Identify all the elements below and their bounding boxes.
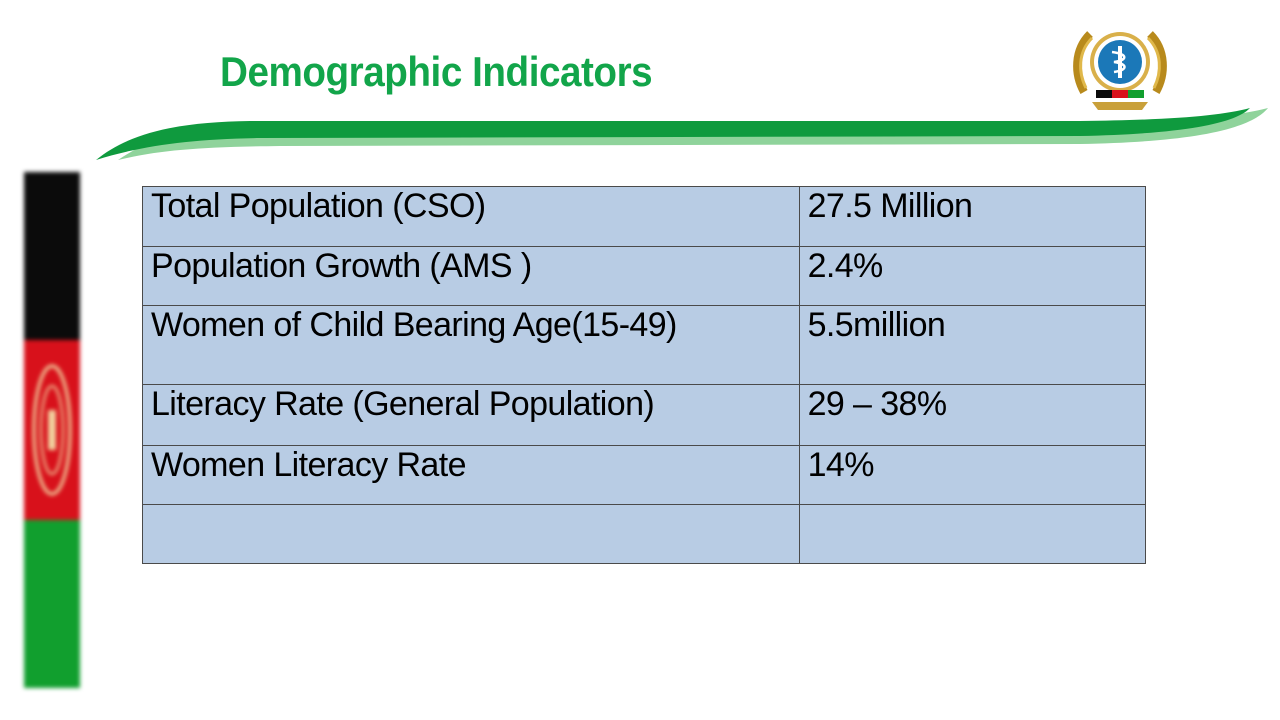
table-row: Women of Child Bearing Age(15-49) 5.5mil… <box>142 305 1147 385</box>
table-row: Literacy Rate (General Population) 29 – … <box>142 384 1147 446</box>
indicator-value: 29 – 38% <box>798 384 1147 446</box>
flag-red-band <box>24 340 80 520</box>
indicator-value <box>798 504 1147 564</box>
table-row <box>142 504 1147 564</box>
flag-black-band <box>24 172 80 340</box>
swoosh-dark-band <box>96 108 1250 160</box>
title-swoosh <box>96 108 1268 160</box>
demographic-indicators-table: Total Population (CSO) 27.5 Million Popu… <box>142 186 1147 564</box>
indicator-label: Women of Child Bearing Age(15-49) <box>142 305 800 385</box>
ministry-emblem-icon <box>1073 31 1167 110</box>
flag-green-band <box>24 520 80 688</box>
table-row: Population Growth (AMS ) 2.4% <box>142 246 1147 306</box>
indicator-value: 2.4% <box>798 246 1147 306</box>
flag-emblem-icon <box>32 364 72 496</box>
indicator-value: 14% <box>798 445 1147 505</box>
slide-title: Demographic Indicators <box>220 48 653 95</box>
indicator-label: Women Literacy Rate <box>142 445 800 505</box>
indicator-label: Population Growth (AMS ) <box>142 246 800 306</box>
table-row: Total Population (CSO) 27.5 Million <box>142 186 1147 247</box>
indicator-label: Total Population (CSO) <box>142 186 800 247</box>
indicator-label: Literacy Rate (General Population) <box>142 384 800 446</box>
table-row: Women Literacy Rate 14% <box>142 445 1147 505</box>
indicator-value: 27.5 Million <box>798 186 1147 247</box>
indicator-label <box>142 504 800 564</box>
afghanistan-flag-icon <box>24 172 80 688</box>
indicator-value: 5.5million <box>798 305 1147 385</box>
